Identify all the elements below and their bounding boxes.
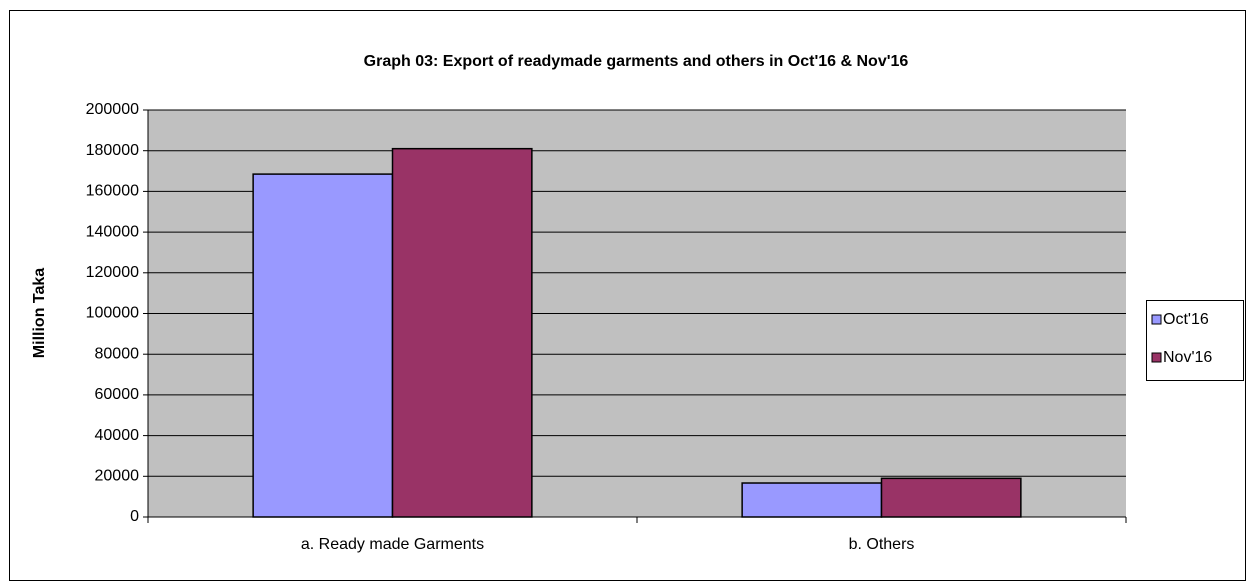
- bar: [880, 477, 1022, 518]
- y-tick-label: 160000: [86, 183, 139, 200]
- legend-label: Oct'16: [1163, 311, 1209, 328]
- y-tick-label: 100000: [86, 305, 139, 322]
- y-tick-label: 180000: [86, 142, 139, 159]
- y-tick-label: 140000: [86, 223, 139, 240]
- y-axis-label: Million Taka: [31, 268, 48, 358]
- y-tick-label: 60000: [95, 386, 140, 403]
- y-tick-label: 40000: [95, 427, 140, 444]
- chart-title: Graph 03: Export of readymade garments a…: [364, 53, 909, 70]
- y-tick-label: 80000: [95, 345, 140, 362]
- legend-box: [1146, 300, 1244, 381]
- x-tick-label: a. Ready made Garments: [301, 536, 484, 553]
- bar: [391, 147, 533, 518]
- y-tick-label: 120000: [86, 264, 139, 281]
- legend-swatch: [1151, 314, 1162, 325]
- bar: [741, 482, 883, 518]
- legend-swatch: [1151, 352, 1162, 363]
- bar: [252, 173, 394, 518]
- y-tick-label: 200000: [86, 101, 139, 118]
- x-tick-label: b. Others: [849, 536, 915, 553]
- y-tick-label: 0: [130, 508, 139, 525]
- y-tick-label: 20000: [95, 468, 140, 485]
- legend-label: Nov'16: [1163, 349, 1212, 366]
